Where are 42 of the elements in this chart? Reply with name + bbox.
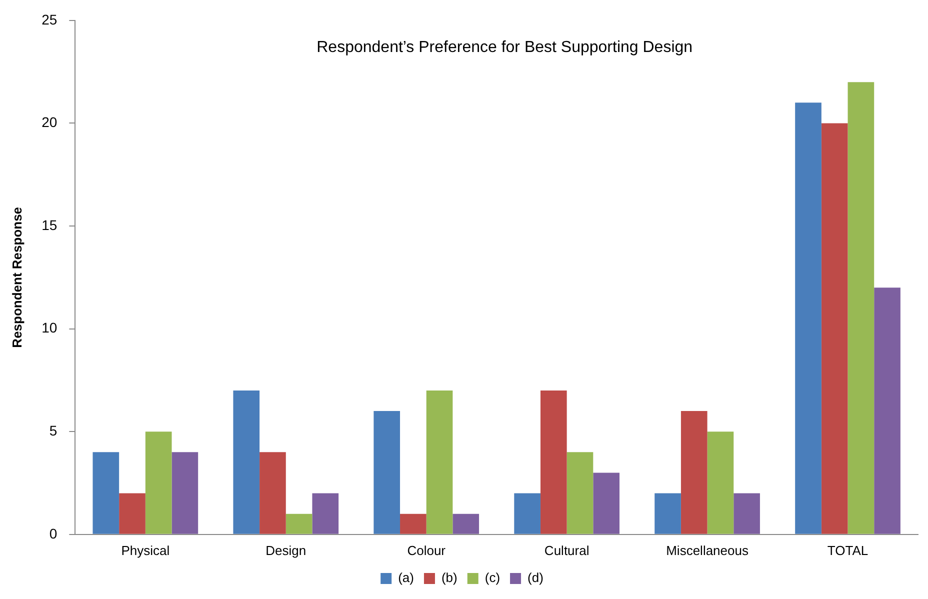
bar <box>514 493 540 534</box>
x-tick-label: Physical <box>121 542 170 558</box>
x-tick-label: Miscellaneous <box>666 542 749 558</box>
bar <box>145 432 172 534</box>
bar <box>734 493 760 534</box>
x-tick-label: Design <box>266 542 306 558</box>
bar <box>795 102 822 534</box>
legend-label: (a) <box>398 570 414 586</box>
y-tick-label: 10 <box>42 320 58 336</box>
bar <box>593 472 620 534</box>
legend-label: (b) <box>441 570 458 586</box>
bar <box>312 493 339 534</box>
legend-label: (c) <box>484 570 500 586</box>
bar <box>848 82 874 534</box>
y-tick-label: 5 <box>49 422 58 438</box>
bar <box>233 390 260 534</box>
bar <box>452 514 480 534</box>
x-tick-label: Colour <box>407 542 446 558</box>
bar <box>426 390 453 534</box>
bar <box>566 452 594 534</box>
x-tick-label: TOTAL <box>827 542 868 558</box>
y-tick-label: 15 <box>42 216 58 233</box>
bar <box>874 288 900 534</box>
bar <box>400 514 426 534</box>
y-tick-label: 25 <box>42 11 58 28</box>
legend-label: (d) <box>528 570 544 586</box>
x-tick-label: Cultural <box>544 542 590 558</box>
bar <box>680 411 708 534</box>
bar <box>654 493 681 534</box>
text: Respondent’s Preference for Best Supporting Design <box>316 38 693 56</box>
bar <box>172 452 198 534</box>
bar <box>374 411 400 534</box>
bar <box>540 390 567 534</box>
y-tick-label: 0 <box>49 525 58 542</box>
bar <box>92 452 120 534</box>
bar <box>286 514 312 534</box>
y-tick-label: 20 <box>42 114 58 130</box>
bar <box>821 123 848 534</box>
bar <box>260 452 286 534</box>
y-axis-title: Respondent Response <box>9 206 24 348</box>
bar <box>119 493 146 534</box>
bar <box>707 432 734 534</box>
